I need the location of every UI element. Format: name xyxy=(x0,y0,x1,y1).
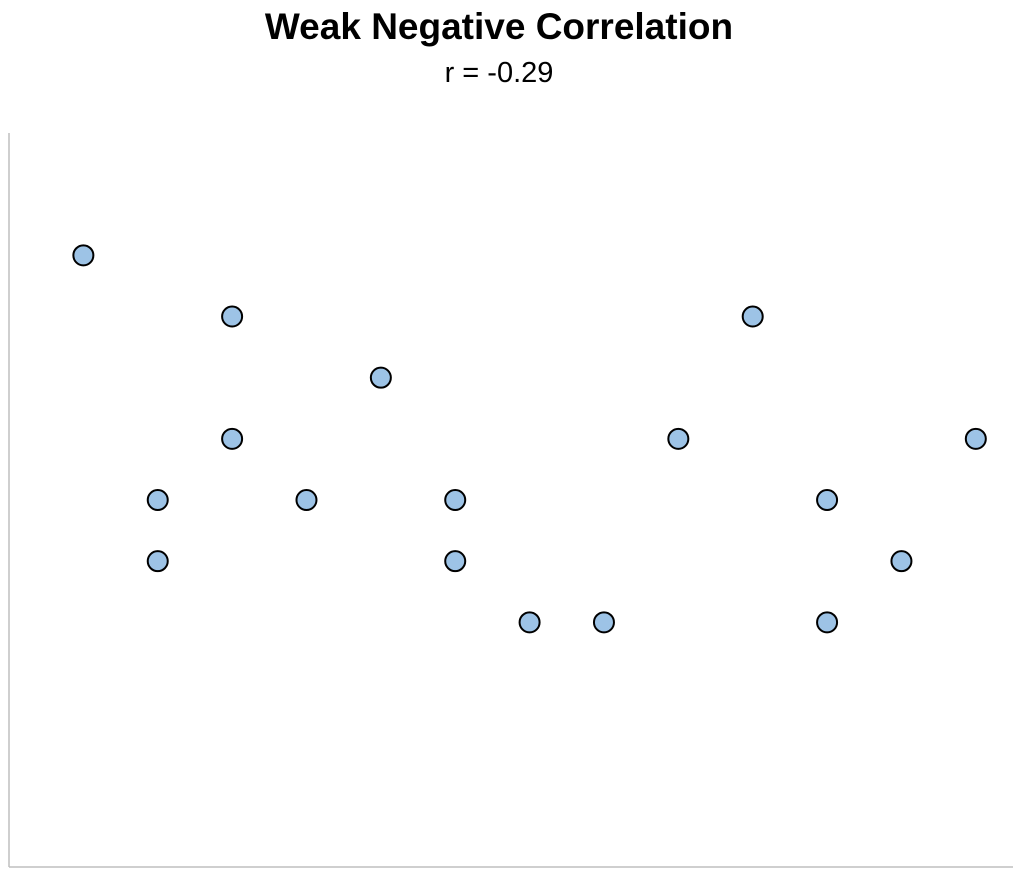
data-point xyxy=(518,611,541,634)
data-point xyxy=(444,550,467,573)
data-point xyxy=(816,489,839,511)
data-point xyxy=(964,427,987,450)
data-point xyxy=(592,611,615,634)
data-point xyxy=(72,244,95,267)
data-point xyxy=(444,489,467,511)
data-point xyxy=(221,427,244,450)
chart-title: Weak Negative Correlation xyxy=(264,6,734,47)
data-points xyxy=(72,244,987,634)
chart-subtitle: r = -0.29 xyxy=(444,57,554,89)
axes xyxy=(8,133,1013,868)
data-point xyxy=(295,489,318,511)
data-point xyxy=(741,305,764,328)
data-point xyxy=(890,550,913,573)
data-point xyxy=(816,611,839,634)
data-point xyxy=(146,489,169,511)
data-point xyxy=(146,550,169,573)
data-point xyxy=(369,366,392,389)
data-point xyxy=(221,305,244,328)
data-point xyxy=(667,427,690,450)
